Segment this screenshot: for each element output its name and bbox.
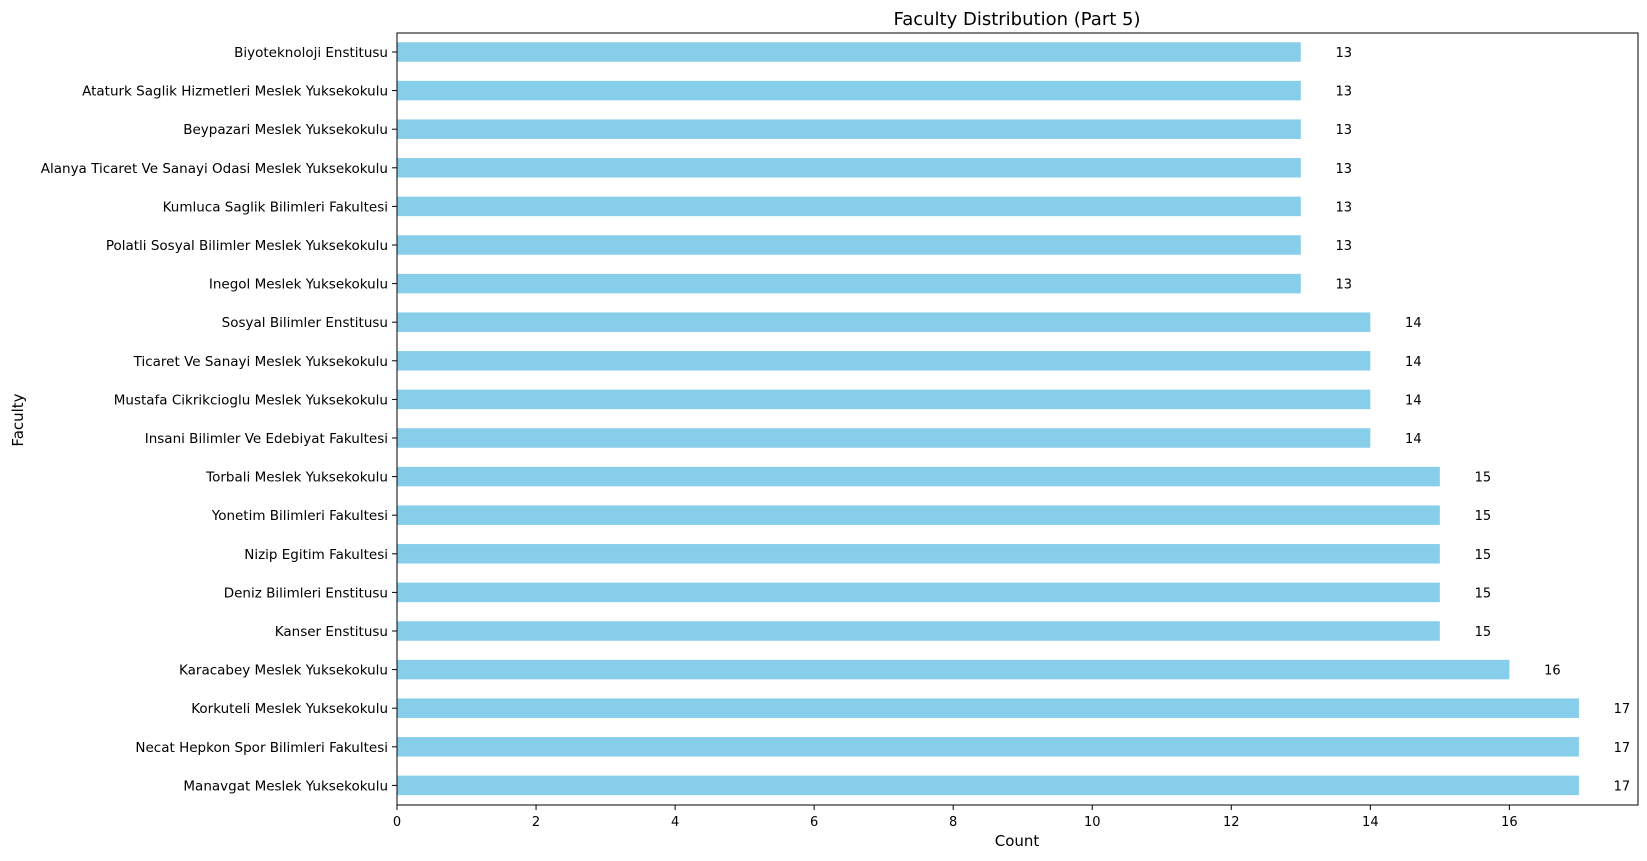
bar	[397, 505, 1440, 525]
value-labels-layer: 13 13 13 13 13 13 13 14 14 14 14 15 15 15 15 15 16 17 17 17	[1336, 46, 1631, 794]
x-tick-label: 6	[810, 815, 818, 830]
chart-title: Faculty Distribution (Part 5)	[894, 9, 1141, 30]
y-axis-label: Faculty	[9, 393, 27, 446]
x-tick-label: 2	[532, 815, 540, 830]
y-tick-label: Ataturk Saglik Hizmetleri Meslek Yukseko…	[82, 84, 388, 100]
x-tick-label: 0	[393, 815, 401, 830]
y-tick-label: Mustafa Cikrikcioglu Meslek Yuksekokulu	[114, 392, 388, 408]
bar	[397, 119, 1301, 139]
y-tick-label: Biyoteknoloji Enstitusu	[234, 45, 388, 61]
bar	[397, 235, 1301, 255]
bar-value-label: 13	[1336, 239, 1353, 254]
y-tick-label: Manavgat Meslek Yuksekokulu	[183, 778, 388, 794]
bar-value-label: 16	[1544, 664, 1561, 679]
bar	[397, 196, 1301, 217]
bar-value-label: 13	[1336, 123, 1353, 138]
y-tick-label: Kumluca Saglik Bilimleri Fakultesi	[163, 199, 388, 215]
y-tick-label: Ticaret Ve Sanayi Meslek Yuksekokulu	[133, 354, 388, 370]
y-tick-label: Korkuteli Meslek Yuksekokulu	[191, 701, 388, 717]
bar-value-label: 14	[1405, 393, 1422, 408]
x-tick-label: 10	[1084, 815, 1101, 830]
y-tick-label: Sosyal Bilimler Enstitusu	[222, 315, 388, 331]
bar	[397, 544, 1440, 564]
bar	[397, 582, 1440, 603]
y-tick-label: Insani Bilimler Ve Edebiyat Fakultesi	[145, 431, 388, 447]
bar-value-label: 13	[1336, 85, 1353, 100]
bar-value-label: 17	[1614, 741, 1631, 756]
x-tick-label: 16	[1501, 815, 1518, 830]
y-tick-label: Alanya Ticaret Ve Sanayi Odasi Meslek Yu…	[41, 161, 388, 177]
y-tick-label: Torbali Meslek Yuksekokulu	[205, 470, 388, 486]
bar	[397, 775, 1579, 796]
y-tick-label: Kanser Enstitusu	[275, 624, 388, 640]
x-tick-label: 4	[671, 815, 679, 830]
bar-value-label: 17	[1614, 779, 1631, 794]
y-ticks-layer: Biyoteknoloji Enstitusu Ataturk Saglik Hi…	[41, 45, 397, 794]
y-tick-label: Inegol Meslek Yuksekokulu	[209, 277, 388, 293]
x-tick-label: 8	[949, 815, 957, 830]
bar	[397, 698, 1579, 718]
bar	[397, 466, 1440, 487]
bar-value-label: 14	[1405, 355, 1422, 370]
plot-area-frame	[396, 32, 1639, 806]
bar-value-label: 14	[1405, 432, 1422, 447]
bar-value-label: 13	[1336, 162, 1353, 177]
bar	[397, 737, 1579, 757]
bar-value-label: 15	[1475, 586, 1492, 601]
bar	[397, 389, 1371, 410]
y-tick-label: Nizip Egitim Fakultesi	[244, 547, 388, 563]
bar	[397, 621, 1440, 641]
y-tick-label: Beypazari Meslek Yuksekokulu	[183, 122, 388, 138]
bar-value-label: 14	[1405, 316, 1422, 331]
bar-value-label: 15	[1475, 471, 1492, 486]
bar-value-label: 15	[1475, 509, 1492, 524]
x-tick-label: 12	[1223, 815, 1240, 830]
y-tick-label: Karacabey Meslek Yuksekokulu	[179, 663, 388, 679]
bars-layer	[397, 42, 1579, 796]
bar	[397, 158, 1301, 178]
bar-value-label: 15	[1475, 548, 1492, 563]
x-axis-label: Count	[995, 832, 1040, 850]
y-tick-label: Deniz Bilimleri Enstitusu	[224, 585, 388, 601]
bar	[397, 659, 1510, 680]
bar	[397, 42, 1301, 62]
bar	[397, 351, 1371, 371]
y-tick-label: Necat Hepkon Spor Bilimleri Fakultesi	[135, 740, 388, 756]
bar	[397, 312, 1371, 332]
x-ticks-layer: 0 2 4 6 8 10 12 14 16	[393, 805, 1518, 830]
y-tick-label: Yonetim Bilimleri Fakultesi	[211, 508, 388, 524]
bar	[397, 80, 1301, 101]
bar-value-label: 13	[1336, 200, 1353, 215]
bar	[397, 428, 1371, 448]
bar-value-label: 13	[1336, 278, 1353, 293]
bar-value-label: 17	[1614, 702, 1631, 717]
bar	[397, 273, 1301, 294]
bar-value-label: 13	[1336, 46, 1353, 61]
x-tick-label: 14	[1362, 815, 1379, 830]
bar-value-label: 15	[1475, 625, 1492, 640]
y-tick-label: Polatli Sosyal Bilimler Meslek Yuksekoku…	[106, 238, 388, 254]
